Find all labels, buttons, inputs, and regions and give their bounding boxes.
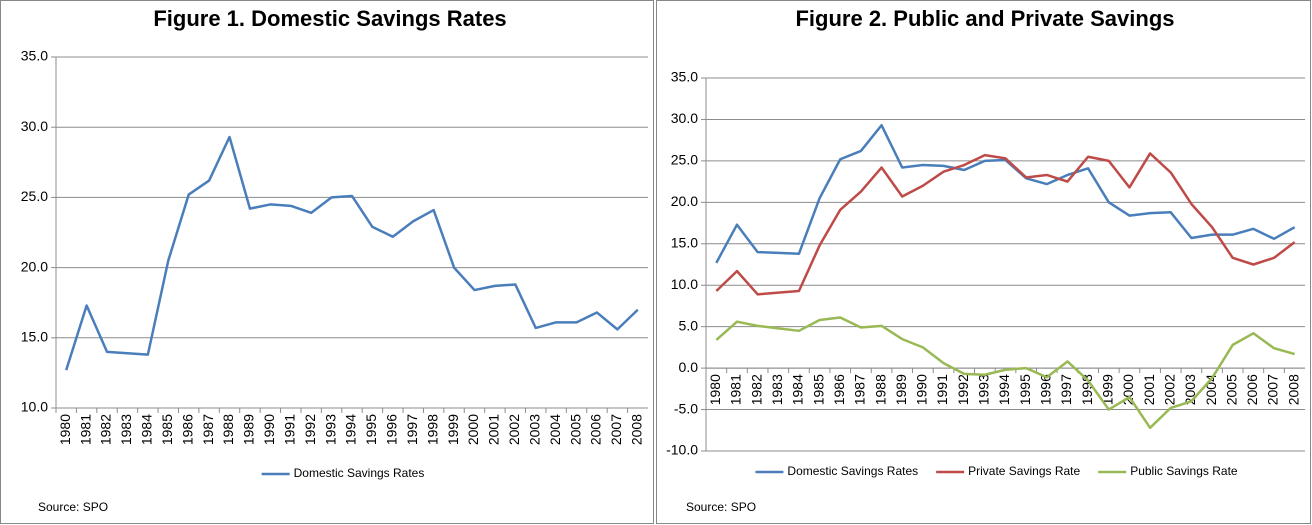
x-tick-label: 1982 xyxy=(98,414,114,445)
x-tick-label: 1986 xyxy=(831,374,847,405)
x-tick-label: 2000 xyxy=(1120,374,1136,405)
x-tick-label: 1992 xyxy=(302,414,318,445)
x-tick-label: 2002 xyxy=(1161,374,1177,405)
x-tick-label: 1991 xyxy=(934,374,950,405)
x-tick-label: 1984 xyxy=(139,414,155,445)
x-tick-label: 1985 xyxy=(159,414,175,445)
x-tick-label: 1993 xyxy=(976,374,992,405)
x-tick-label: 2000 xyxy=(465,414,481,445)
chart-title: Figure 1. Domestic Savings Rates xyxy=(153,6,506,31)
x-tick-label: 2004 xyxy=(547,414,563,445)
y-tick-label: 15.0 xyxy=(671,234,698,250)
legend-label: Domestic Savings Rates xyxy=(294,466,425,480)
x-tick-label: 1990 xyxy=(261,414,277,445)
x-tick-label: 1999 xyxy=(1099,374,1115,405)
y-tick-label: 20.0 xyxy=(21,258,48,274)
x-tick-label: 1983 xyxy=(118,414,134,445)
y-tick-label: 20.0 xyxy=(671,193,698,209)
x-tick-label: 1980 xyxy=(57,414,73,445)
x-tick-label: 1997 xyxy=(1058,374,1074,405)
series-line xyxy=(715,316,1296,430)
x-tick-label: 1995 xyxy=(363,414,379,445)
x-tick-label: 2006 xyxy=(588,414,604,445)
y-tick-label: -5.0 xyxy=(674,400,698,416)
x-tick-label: 2005 xyxy=(1223,374,1239,405)
x-tick-label: 2006 xyxy=(1244,374,1260,405)
x-tick-label: 2002 xyxy=(506,414,522,445)
x-tick-label: 1995 xyxy=(1017,374,1033,405)
x-tick-label: 1989 xyxy=(893,374,909,405)
chart-title: Figure 2. Public and Private Savings xyxy=(795,6,1174,31)
y-tick-label: 25.0 xyxy=(21,188,48,204)
x-tick-label: 2008 xyxy=(1285,374,1301,405)
x-tick-label: 1982 xyxy=(748,374,764,405)
x-tick-label: 1988 xyxy=(220,414,236,445)
x-tick-label: 2007 xyxy=(1265,374,1281,405)
x-tick-label: 1981 xyxy=(728,374,744,405)
series-line xyxy=(65,135,639,371)
panel-right xyxy=(656,0,1311,524)
y-tick-label: 5.0 xyxy=(679,317,699,333)
y-tick-label: 30.0 xyxy=(21,118,48,134)
x-tick-label: 2004 xyxy=(1203,374,1219,405)
y-tick-label: 30.0 xyxy=(671,110,698,126)
x-tick-label: 1989 xyxy=(241,414,257,445)
x-tick-label: 1991 xyxy=(281,414,297,445)
series-line xyxy=(715,152,1296,296)
x-tick-label: 1986 xyxy=(179,414,195,445)
y-tick-label: 15.0 xyxy=(21,329,48,345)
x-tick-label: 1984 xyxy=(790,374,806,405)
y-tick-label: 25.0 xyxy=(671,152,698,168)
x-tick-label: 1981 xyxy=(77,414,93,445)
y-tick-label: 10.0 xyxy=(671,276,698,292)
source-note: Source: SPO xyxy=(686,500,756,514)
x-tick-label: 1980 xyxy=(707,374,723,405)
x-tick-label: 1988 xyxy=(872,374,888,405)
x-tick-label: 1997 xyxy=(404,414,420,445)
legend-label: Public Savings Rate xyxy=(1130,464,1238,478)
x-tick-label: 2007 xyxy=(608,414,624,445)
x-tick-label: 1998 xyxy=(1079,374,1095,405)
x-tick-label: 1987 xyxy=(200,414,216,445)
y-tick-label: -10.0 xyxy=(666,442,698,458)
x-tick-label: 2001 xyxy=(486,414,502,445)
x-tick-label: 1987 xyxy=(852,374,868,405)
x-tick-label: 1994 xyxy=(996,374,1012,405)
source-note: Source: SPO xyxy=(38,500,108,514)
x-tick-label: 1996 xyxy=(1038,374,1054,405)
x-tick-label: 1996 xyxy=(384,414,400,445)
x-tick-label: 2005 xyxy=(567,414,583,445)
x-tick-label: 1985 xyxy=(810,374,826,405)
legend-label: Domestic Savings Rates xyxy=(787,464,918,478)
y-tick-label: 0.0 xyxy=(679,359,699,375)
x-tick-label: 2003 xyxy=(526,414,542,445)
x-tick-label: 1993 xyxy=(322,414,338,445)
x-tick-label: 1992 xyxy=(955,374,971,405)
x-tick-label: 2008 xyxy=(628,414,644,445)
legend-label: Private Savings Rate xyxy=(968,464,1080,478)
y-tick-label: 10.0 xyxy=(21,399,48,415)
x-tick-label: 1983 xyxy=(769,374,785,405)
x-tick-label: 1998 xyxy=(424,414,440,445)
panel-left xyxy=(0,0,654,524)
y-tick-label: 35.0 xyxy=(671,69,698,85)
x-tick-label: 1999 xyxy=(445,414,461,445)
x-tick-label: 1994 xyxy=(343,414,359,445)
x-tick-label: 1990 xyxy=(914,374,930,405)
y-tick-label: 35.0 xyxy=(21,48,48,64)
x-tick-label: 2001 xyxy=(1141,374,1157,405)
